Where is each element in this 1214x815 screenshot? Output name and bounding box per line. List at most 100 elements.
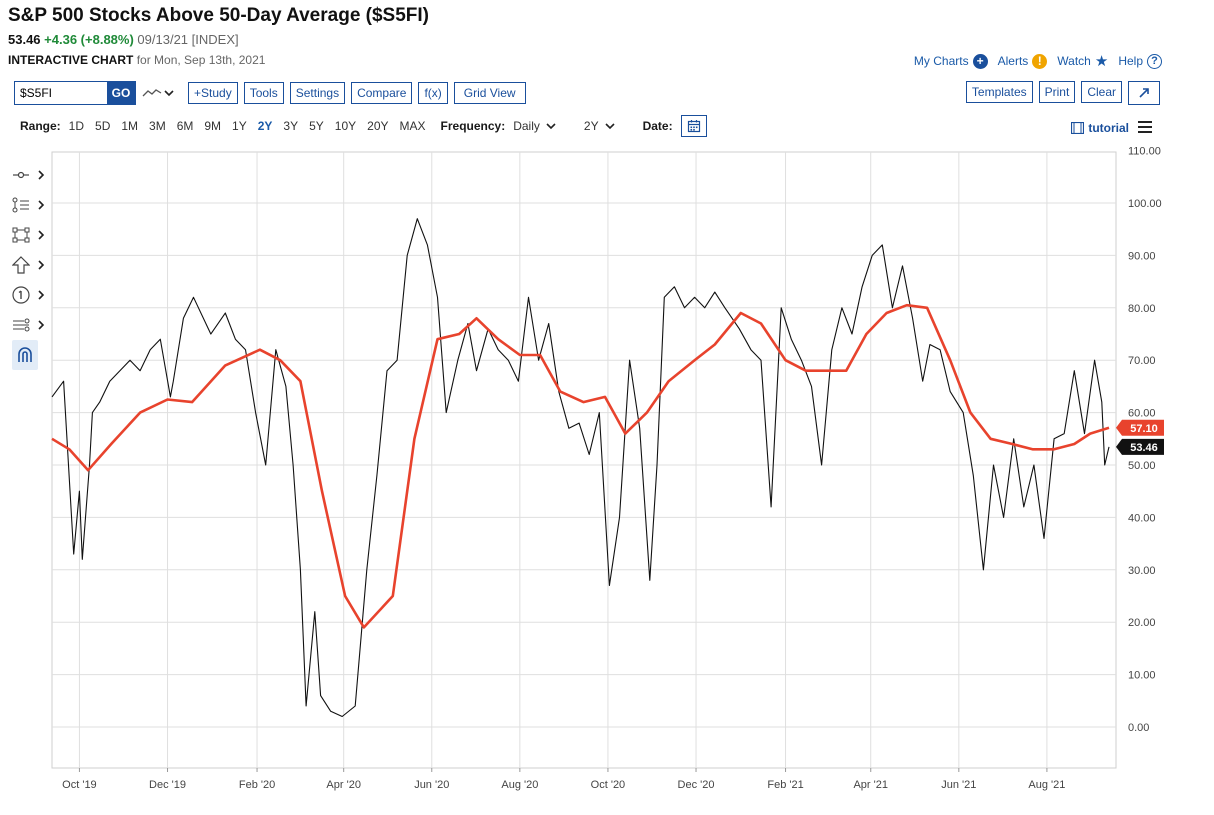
- chevron-right-icon: [38, 170, 45, 180]
- y-tick-label: 60.00: [1128, 408, 1156, 420]
- expand-button[interactable]: [1128, 81, 1160, 105]
- grid-view-button[interactable]: Grid View: [453, 82, 526, 104]
- price-point: [300, 569, 301, 570]
- tutorial-link[interactable]: tutorial: [1071, 121, 1129, 135]
- range-2y[interactable]: 2Y: [257, 119, 273, 133]
- price-point: [538, 360, 539, 361]
- price-point: [993, 464, 994, 465]
- shape-tool[interactable]: [12, 220, 48, 250]
- price-point: [714, 291, 715, 292]
- ma-point: [1074, 443, 1075, 444]
- range-max[interactable]: MAX: [399, 119, 426, 133]
- price-point: [467, 323, 468, 324]
- price-point: [771, 506, 772, 507]
- range-3m[interactable]: 3M: [149, 119, 166, 133]
- tools-button[interactable]: Tools: [243, 82, 284, 104]
- range-1y[interactable]: 1Y: [232, 119, 247, 133]
- drawing-toolbar: [12, 160, 48, 370]
- range-5d[interactable]: 5D: [95, 119, 111, 133]
- ma-point: [668, 381, 669, 382]
- frequency-dropdown[interactable]: Daily: [513, 119, 558, 133]
- price-point: [51, 396, 52, 397]
- price-chart[interactable]: 0.00 10.00 20.00 30.00 40.00 50.00 60.00 70.00 8…: [0, 140, 1214, 795]
- ma-point: [740, 312, 741, 313]
- price-point: [476, 370, 477, 371]
- my-charts-link[interactable]: My Charts +: [914, 53, 988, 69]
- line-chart-icon: [142, 89, 162, 97]
- price-point: [674, 286, 675, 287]
- ma-point: [225, 365, 226, 366]
- magnet-icon: [18, 347, 32, 362]
- price-point: [649, 580, 650, 581]
- period-dropdown[interactable]: 2Y: [584, 119, 617, 133]
- annotation-tool[interactable]: [12, 190, 48, 220]
- range-3y[interactable]: 3Y: [283, 119, 299, 133]
- watch-label: Watch: [1057, 54, 1091, 68]
- range-1d[interactable]: 1D: [68, 119, 85, 133]
- x-tick-label: Jun '20: [414, 779, 449, 791]
- price-point: [1074, 370, 1075, 371]
- ma-point: [646, 412, 647, 413]
- crosshair-icon: [13, 171, 29, 179]
- y-tick-label: 110.00: [1128, 146, 1161, 158]
- x-tick-label: Aug '20: [501, 779, 538, 791]
- function-button[interactable]: f(x): [418, 82, 448, 104]
- menu-icon[interactable]: [1138, 118, 1152, 136]
- magnet-tool[interactable]: [12, 340, 38, 370]
- ma-point: [300, 381, 301, 382]
- templates-button[interactable]: Templates: [965, 81, 1033, 103]
- crosshair-tool[interactable]: [12, 160, 48, 190]
- ma-point: [498, 339, 499, 340]
- range-10y[interactable]: 10Y: [334, 119, 357, 133]
- price-point: [1003, 517, 1004, 518]
- price-point: [376, 475, 377, 476]
- ma-point: [625, 433, 626, 434]
- print-button[interactable]: Print: [1038, 81, 1076, 103]
- price-point: [1094, 360, 1095, 361]
- range-1m[interactable]: 1M: [121, 119, 139, 133]
- ma-point: [321, 491, 322, 492]
- price-point: [355, 705, 356, 706]
- chevron-down-icon: [546, 123, 556, 130]
- symbol-box: GO: [14, 81, 136, 105]
- alerts-link[interactable]: Alerts !: [998, 53, 1048, 69]
- price-point: [170, 396, 171, 397]
- price-point: [912, 318, 913, 319]
- watch-link[interactable]: Watch ★: [1057, 52, 1108, 70]
- price-point: [568, 428, 569, 429]
- x-tick-label: Dec '20: [678, 779, 715, 791]
- date-picker-button[interactable]: [680, 115, 707, 137]
- range-9m[interactable]: 9M: [204, 119, 222, 133]
- ma-point: [1054, 449, 1055, 450]
- price-point: [609, 585, 610, 586]
- go-button[interactable]: GO: [107, 82, 135, 104]
- add-study-button[interactable]: +Study: [188, 82, 238, 104]
- arrow-tool[interactable]: [12, 250, 48, 280]
- marker-tool[interactable]: [12, 280, 48, 310]
- compare-button[interactable]: Compare: [351, 82, 413, 104]
- ma-point: [519, 354, 520, 355]
- lines-tool[interactable]: [12, 310, 48, 340]
- ma-point: [846, 370, 847, 371]
- price-point: [498, 349, 499, 350]
- chart-type-dropdown[interactable]: [142, 87, 174, 99]
- range-bar: Range: 1D 5D 1M 3M 6M 9M 1Y 2Y 3Y 5Y 10Y…: [20, 115, 707, 137]
- price-point: [293, 464, 294, 465]
- range-5y[interactable]: 5Y: [309, 119, 324, 133]
- range-20y[interactable]: 20Y: [367, 119, 389, 133]
- price-point: [245, 349, 246, 350]
- symbol-input[interactable]: [15, 82, 107, 104]
- clear-button[interactable]: Clear: [1081, 81, 1122, 103]
- range-6m[interactable]: 6M: [176, 119, 194, 133]
- chevron-right-icon: [38, 290, 45, 300]
- price-point: [1054, 438, 1055, 439]
- price-point: [929, 344, 930, 345]
- price-point: [89, 464, 90, 465]
- price-point: [704, 307, 705, 308]
- ma-point: [414, 438, 415, 439]
- price-point: [861, 286, 862, 287]
- price-point: [183, 318, 184, 319]
- ma-point: [1032, 449, 1033, 450]
- help-link[interactable]: Help ?: [1118, 53, 1162, 69]
- settings-button[interactable]: Settings: [289, 82, 346, 104]
